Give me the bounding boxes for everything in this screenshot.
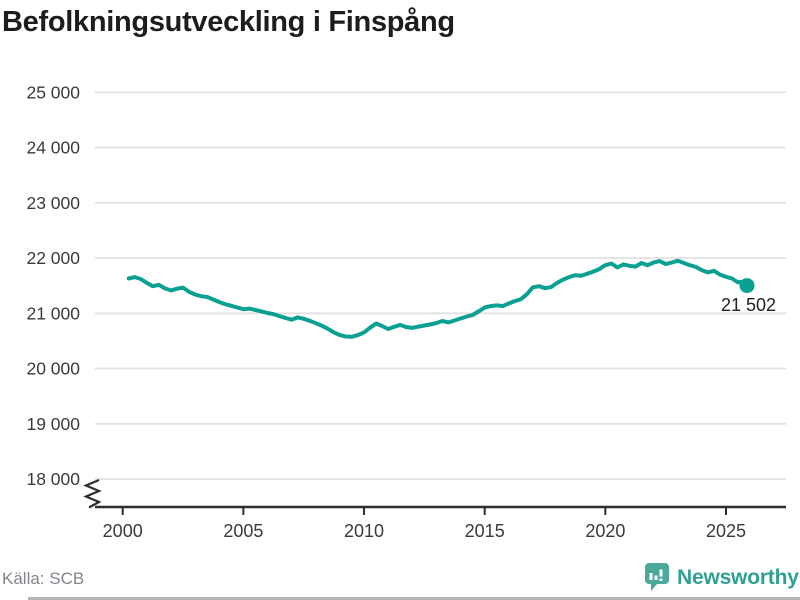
x-axis-label: 2025 (706, 521, 746, 541)
y-axis-label: 24 000 (26, 138, 80, 158)
series-end-marker (739, 278, 755, 294)
population-line (126, 258, 749, 339)
x-axis-label: 2005 (223, 521, 263, 541)
y-axis-label: 21 000 (26, 303, 80, 323)
chart-title: Befolkningsutveckling i Finspång (2, 6, 455, 38)
series-end-value-label: 21 502 (720, 295, 776, 315)
y-axis-label: 18 000 (26, 469, 80, 489)
y-axis-label: 20 000 (26, 359, 80, 379)
newsworthy-logo: Newsworthy (644, 562, 799, 594)
x-axis-label: 2000 (103, 521, 143, 541)
y-axis-label: 23 000 (26, 193, 80, 213)
y-axis-label: 19 000 (26, 414, 80, 434)
x-axis-label: 2020 (585, 521, 625, 541)
y-axis-label: 22 000 (26, 248, 80, 268)
y-axis-label: 25 000 (26, 82, 80, 102)
axis-break-icon (83, 478, 102, 509)
x-axis-label: 2010 (344, 521, 384, 541)
bottom-edge-bar (28, 597, 800, 600)
source-attribution: Källa: SCB (2, 569, 85, 588)
bar-chart-speech-bubble-icon (645, 563, 669, 591)
newsworthy-wordmark: Newsworthy (677, 566, 799, 589)
x-axis-label: 2015 (465, 521, 505, 541)
